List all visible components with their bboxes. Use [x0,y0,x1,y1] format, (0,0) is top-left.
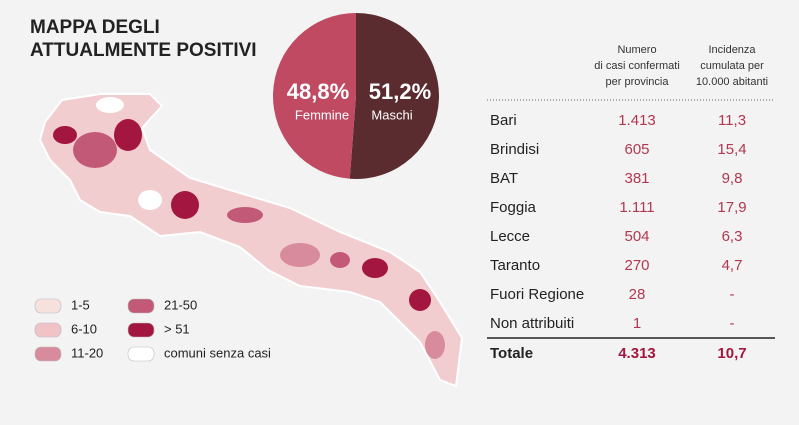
legend-label: 1-5 [71,297,90,312]
area [73,132,117,168]
map [38,93,464,388]
row-label: Foggia [490,199,537,216]
table-value: 4,7 [722,257,743,274]
column-header: Incidenza [708,44,756,56]
legend-label: > 51 [164,321,190,336]
column-header: 10.000 abitanti [696,76,768,88]
legend-label: 11-20 [71,345,103,360]
legend-swatch [127,346,155,362]
row-label: Fuori Regione [490,286,584,303]
legend-swatch [34,322,62,338]
row-label: Bari [490,112,517,129]
pie-slice [272,13,356,179]
table-value: 1.413 [618,112,656,129]
column-header: per provincia [606,76,670,88]
pie-slice [349,13,439,179]
table-value: 504 [624,228,649,245]
area [171,191,199,219]
table-value: 381 [624,170,649,187]
row-label: Non attribuiti [490,315,574,332]
table-value: 605 [624,141,649,158]
area [114,119,142,151]
column-header: Numero [617,44,656,56]
total-label: Totale [490,345,533,362]
area [53,126,77,144]
map-legend: 1-5 6-10 11-20 21-50 > 51 comuni senza casi [34,297,271,362]
area [425,331,445,359]
total-value: 10,7 [717,345,746,362]
pie-chart: 48,8% Femmine 51,2% Maschi [272,13,439,179]
table: Numero di casi confermati per provincia Inc… [487,44,775,362]
table-value: 28 [629,286,646,303]
legend-label: comuni senza casi [164,345,271,360]
table-value: 1.111 [619,199,654,216]
legend-swatch [34,346,62,362]
pie-value-label: 48,8% [287,79,349,104]
table-value: 9,8 [722,170,743,187]
pie-category-label: Femmine [295,107,349,122]
table-value: 270 [624,257,649,274]
title-line: ATTUALMENTE POSITIVI [30,40,257,61]
pie-category-label: Maschi [371,107,412,122]
table-value: 1 [633,315,641,332]
table-value: 15,4 [717,141,746,158]
area [138,190,162,210]
area [362,258,388,278]
legend-label: 6-10 [71,321,97,336]
area [96,97,124,113]
legend-swatch [34,298,62,314]
table-value: 17,9 [717,199,746,216]
total-value: 4.313 [618,345,656,362]
column-header: di casi confermati [594,60,680,72]
title-line: MAPPA DEGLI [30,17,160,38]
row-label: Brindisi [490,141,539,158]
row-label: BAT [490,170,518,187]
table-value: - [730,286,735,303]
area [280,243,320,267]
row-label: Taranto [490,257,540,274]
region-shape [38,93,464,388]
row-label: Lecce [490,228,530,245]
pie-value-label: 51,2% [369,79,431,104]
area [330,252,350,268]
column-header: cumulata per [700,60,764,72]
table-value: - [730,315,735,332]
area [409,289,431,311]
legend-swatch [127,322,155,338]
legend-swatch [127,298,155,314]
table-value: 6,3 [722,228,743,245]
area [227,207,263,223]
legend-label: 21-50 [164,297,197,312]
table-value: 11,3 [718,112,746,129]
